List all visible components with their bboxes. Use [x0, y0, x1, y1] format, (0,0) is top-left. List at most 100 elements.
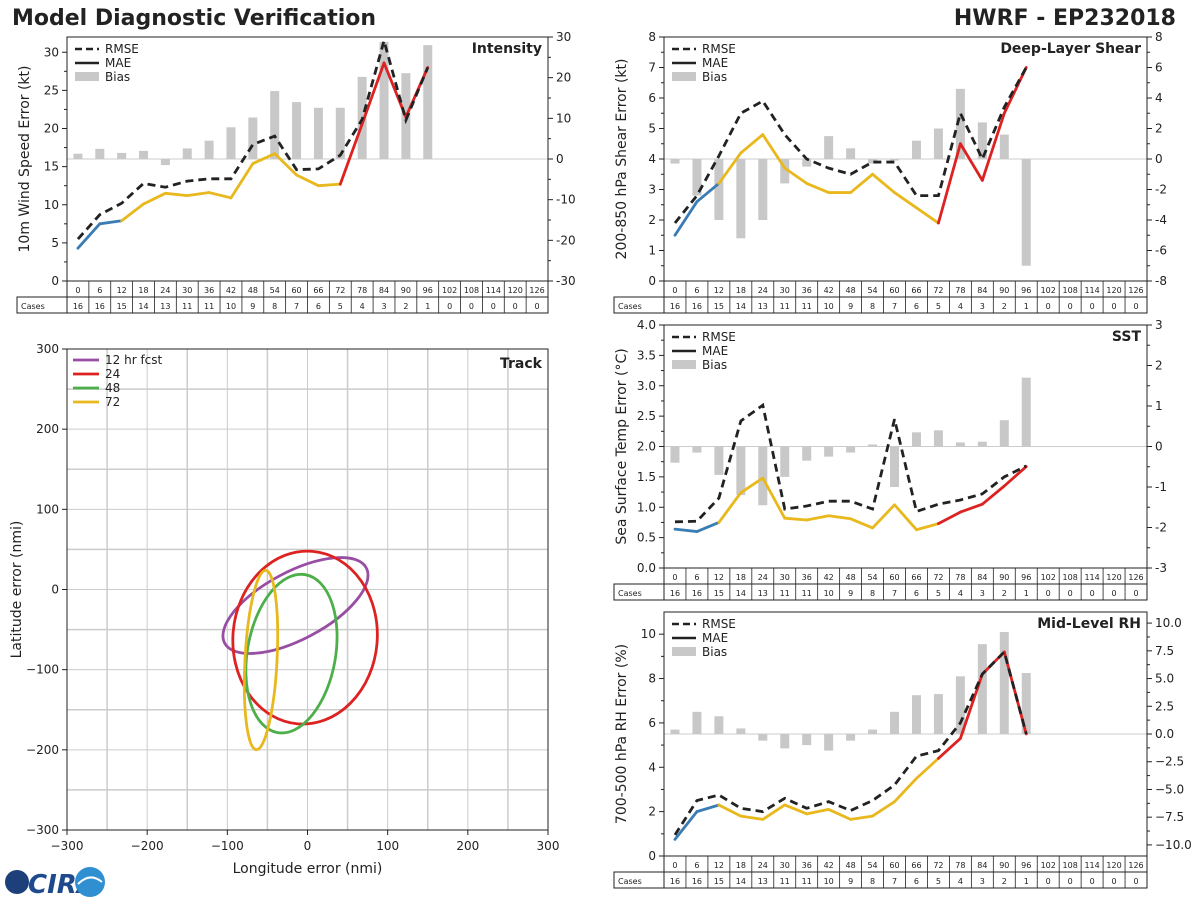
intensity-bias-bar [117, 152, 127, 159]
shear-mae-segment [673, 200, 699, 237]
sst-y-axis-label: Sea Surface Temp Error (°C) [614, 348, 630, 544]
shear-cases-cell: 5 [936, 302, 941, 311]
sst-y-tick-label: 0.5 [637, 531, 656, 545]
intensity-hour-cell: 120 [508, 286, 523, 295]
intensity-y2-tick-label: -20 [556, 233, 576, 247]
shear-hour-cell: 120 [1106, 286, 1121, 295]
sst-mae-segment [849, 517, 874, 530]
sst-bias-bar [955, 442, 965, 447]
rh-mae-segment [937, 737, 962, 760]
sst-mae-segment [980, 484, 1006, 506]
sst-cases-cell: 1 [1024, 589, 1029, 598]
shear-mae-segment [937, 142, 962, 225]
cira-logo: CIRA [5, 867, 105, 900]
shear-bias-bar [890, 159, 900, 161]
rh-panel-title: Mid-Level RH [1037, 616, 1141, 632]
intensity-hour-cell: 30 [182, 286, 192, 295]
sst-y2-tick-label: 1 [1155, 399, 1163, 413]
intensity-cases-cell: 16 [95, 302, 105, 311]
rh-rmse-line [673, 649, 1028, 836]
intensity-bias-bar [139, 150, 149, 159]
intensity-cases-cell: 0 [535, 302, 540, 311]
track-y-tick-label: −100 [26, 663, 59, 677]
rh-y2-tick-label: −10.0 [1155, 838, 1192, 852]
shear-y-tick-label: 7 [648, 61, 656, 75]
rh-y-tick-label: 10 [641, 627, 656, 641]
shear-panel-title: Deep-Layer Shear [1000, 41, 1141, 57]
sst-hour-cell: 6 [694, 573, 699, 582]
sst-cases-cell: 16 [692, 589, 702, 598]
shear-cases-cell: 11 [802, 302, 812, 311]
shear-mae-segment [893, 191, 918, 210]
intensity-legend-bias-swatch [75, 72, 99, 81]
shear-hour-cell: 60 [889, 286, 899, 295]
rh-cases-cell: 9 [848, 877, 853, 886]
shear-bias-bar [736, 159, 746, 239]
shear-y2-tick-label: 4 [1155, 91, 1163, 105]
rh-y2-tick-label: 2.5 [1155, 699, 1174, 713]
shear-y-axis-label: 200-850 hPa Shear Error (kt) [614, 59, 630, 260]
shear-hour-cell: 54 [867, 286, 877, 295]
shear-mae-segment [805, 181, 831, 194]
shear-bias-bar [977, 122, 987, 159]
rh-y-tick-label: 6 [648, 716, 656, 730]
sst-hour-cell: 60 [889, 573, 899, 582]
rh-y-tick-label: 4 [648, 760, 656, 774]
intensity-bias-bar [313, 107, 323, 159]
sst-bias-bar [846, 446, 856, 453]
sst-cases-cell: 10 [824, 589, 834, 598]
sst-hour-cell: 72 [933, 573, 943, 582]
shear-cases-cell: 1 [1024, 302, 1029, 311]
sst-hour-cell: 24 [758, 573, 768, 582]
shear-hour-cell: 114 [1084, 286, 1099, 295]
sst-hour-cell: 66 [911, 573, 921, 582]
rh-legend-bias-label: Bias [702, 645, 727, 659]
intensity-y-tick-label: 30 [44, 45, 59, 59]
intensity-mae-segment [229, 162, 255, 200]
shear-hour-cell: 24 [758, 286, 768, 295]
shear-bias-bar [714, 159, 724, 220]
sst-y-tick-label: 1.5 [637, 470, 656, 484]
intensity-y2-tick-label: 0 [556, 152, 564, 166]
sst-legend-bias-swatch [672, 360, 696, 369]
shear-hour-cell: 48 [846, 286, 856, 295]
sst-hour-cell: 84 [977, 573, 987, 582]
rh-bias-bar [977, 644, 987, 734]
rh-cases-cell: 11 [802, 877, 812, 886]
shear-hour-cell: 36 [802, 286, 812, 295]
shear-y-tick-label: 4 [648, 152, 656, 166]
shear-bias-bar [1021, 159, 1031, 266]
intensity-hour-cell: 72 [335, 286, 345, 295]
rh-bias-bar [780, 734, 790, 749]
intensity-mae-segment [295, 173, 320, 188]
sst-y-tick-label: 4.0 [637, 318, 656, 332]
shear-y2-tick-label: 0 [1155, 152, 1163, 166]
shear-y2-tick-label: 2 [1155, 122, 1163, 136]
shear-mae-segment [761, 133, 787, 170]
sst-mae-segment [1002, 465, 1028, 488]
sst-mae-segment [739, 476, 765, 495]
sst-hour-cell: 90 [999, 573, 1009, 582]
sst-mae-segment [761, 476, 787, 520]
intensity-hour-cell: 0 [75, 286, 80, 295]
shear-cases-cell: 11 [780, 302, 790, 311]
rh-cases-cell: 4 [958, 877, 963, 886]
shear-hour-cell: 108 [1063, 286, 1078, 295]
shear-bias-bar [911, 140, 921, 159]
rh-bias-bar [890, 711, 900, 734]
sst-cases-cell: 0 [1068, 589, 1073, 598]
rh-hour-cell: 6 [694, 861, 699, 870]
rh-cases-cell: 0 [1133, 877, 1138, 886]
rh-mae-segment [695, 803, 721, 814]
intensity-cases-cell: 0 [513, 302, 518, 311]
shear-cases-cell: 7 [892, 302, 897, 311]
intensity-cases-cell: 6 [316, 302, 321, 311]
sst-hour-cell: 42 [824, 573, 834, 582]
rh-mae-segment [849, 814, 874, 821]
rh-cases-row [613, 871, 1148, 889]
sst-y-tick-label: 2.5 [637, 409, 656, 423]
rh-cases-cell: 16 [670, 877, 680, 886]
sst-y-tick-label: 3.5 [637, 348, 656, 362]
sst-bias-bar [802, 446, 812, 461]
